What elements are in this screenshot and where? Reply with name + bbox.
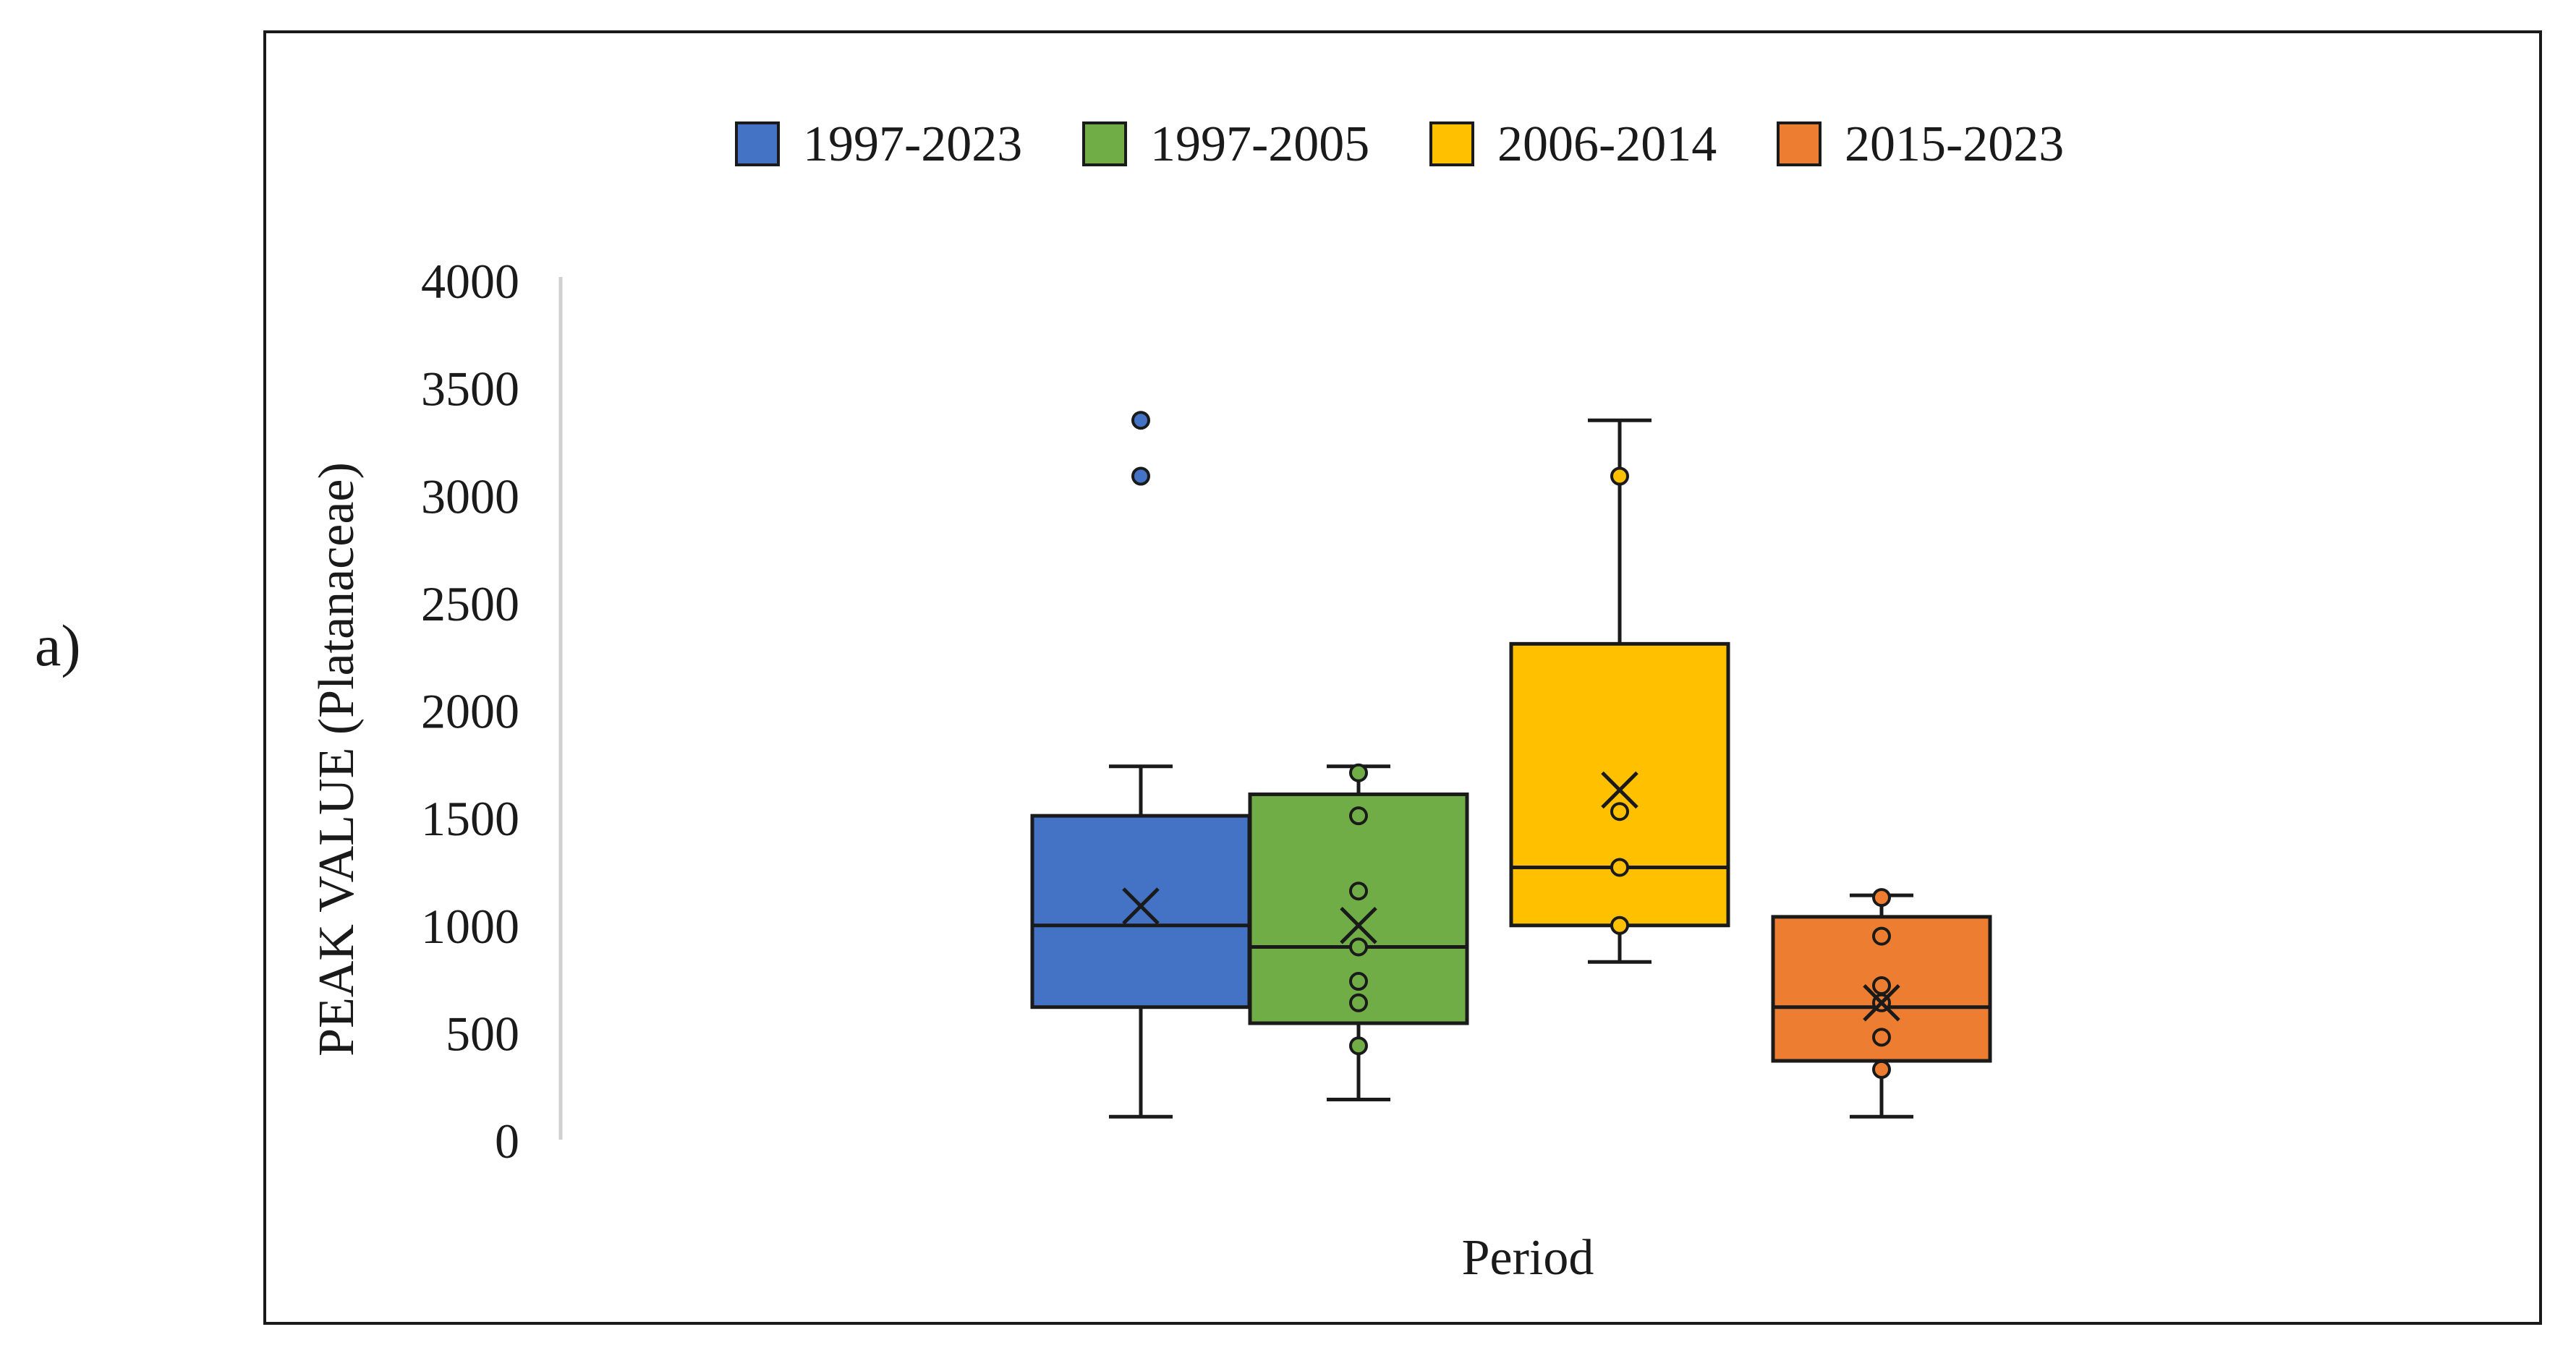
data-point	[1349, 1036, 1368, 1056]
y-tick-label: 2000	[421, 684, 519, 739]
y-tick-labels: 0 500 1000 1500 2000 2500 3000 3500 4000	[421, 254, 519, 1169]
panel-label: a)	[35, 612, 81, 678]
legend-label: 1997-2005	[1150, 116, 1369, 172]
data-point	[1349, 763, 1368, 782]
data-point	[1872, 888, 1891, 908]
data-point	[1872, 1059, 1891, 1079]
y-tick-label: 500	[446, 1006, 519, 1061]
y-tick-label: 1500	[421, 791, 519, 846]
legend-swatch	[1777, 121, 1822, 166]
legend-swatch	[1082, 121, 1127, 166]
box-1997-2005	[1248, 763, 1469, 1102]
legend-swatch	[735, 121, 780, 166]
y-tick-label: 2500	[421, 576, 519, 631]
y-tick-label: 3500	[421, 362, 519, 417]
x-axis-label: Period	[1462, 1230, 1594, 1286]
y-tick-label: 4000	[421, 254, 519, 309]
legend-label: 2015-2023	[1845, 116, 2064, 172]
data-point	[1349, 937, 1368, 957]
data-point	[1349, 972, 1368, 991]
box-iqr	[1509, 641, 1730, 928]
box-series	[1030, 411, 1992, 1119]
box-2006-2014	[1509, 418, 1730, 964]
y-tick-label: 0	[495, 1114, 519, 1169]
data-point	[1872, 1028, 1891, 1047]
box-2015-2023	[1771, 888, 1992, 1119]
data-point	[1131, 411, 1150, 430]
data-point	[1610, 915, 1629, 935]
data-point	[1131, 466, 1150, 486]
chart-border	[263, 30, 2542, 1325]
data-point	[1610, 466, 1629, 486]
y-tick-label: 3000	[421, 469, 519, 524]
box-iqr	[1030, 814, 1251, 1009]
y-axis-label: PEAK VALUE (Platanaceae)	[309, 462, 365, 1056]
mean-marker	[1340, 906, 1377, 944]
mean-marker	[1122, 887, 1160, 925]
mean-marker	[1601, 771, 1638, 809]
data-point	[1349, 806, 1368, 826]
data-point	[1872, 926, 1891, 946]
data-point	[1872, 976, 1891, 995]
y-tick-label: 1000	[421, 899, 519, 954]
data-point	[1349, 882, 1368, 901]
mean-marker	[1863, 983, 1900, 1022]
legend-label: 1997-2023	[803, 116, 1022, 172]
data-point	[1610, 858, 1629, 877]
data-point	[1610, 802, 1629, 821]
legend-label: 2006-2014	[1497, 116, 1717, 172]
legend-swatch	[1429, 121, 1474, 166]
legend: 1997-2023 1997-2005 2006-2014 2015-2023	[735, 116, 2064, 172]
data-point	[1349, 993, 1368, 1012]
